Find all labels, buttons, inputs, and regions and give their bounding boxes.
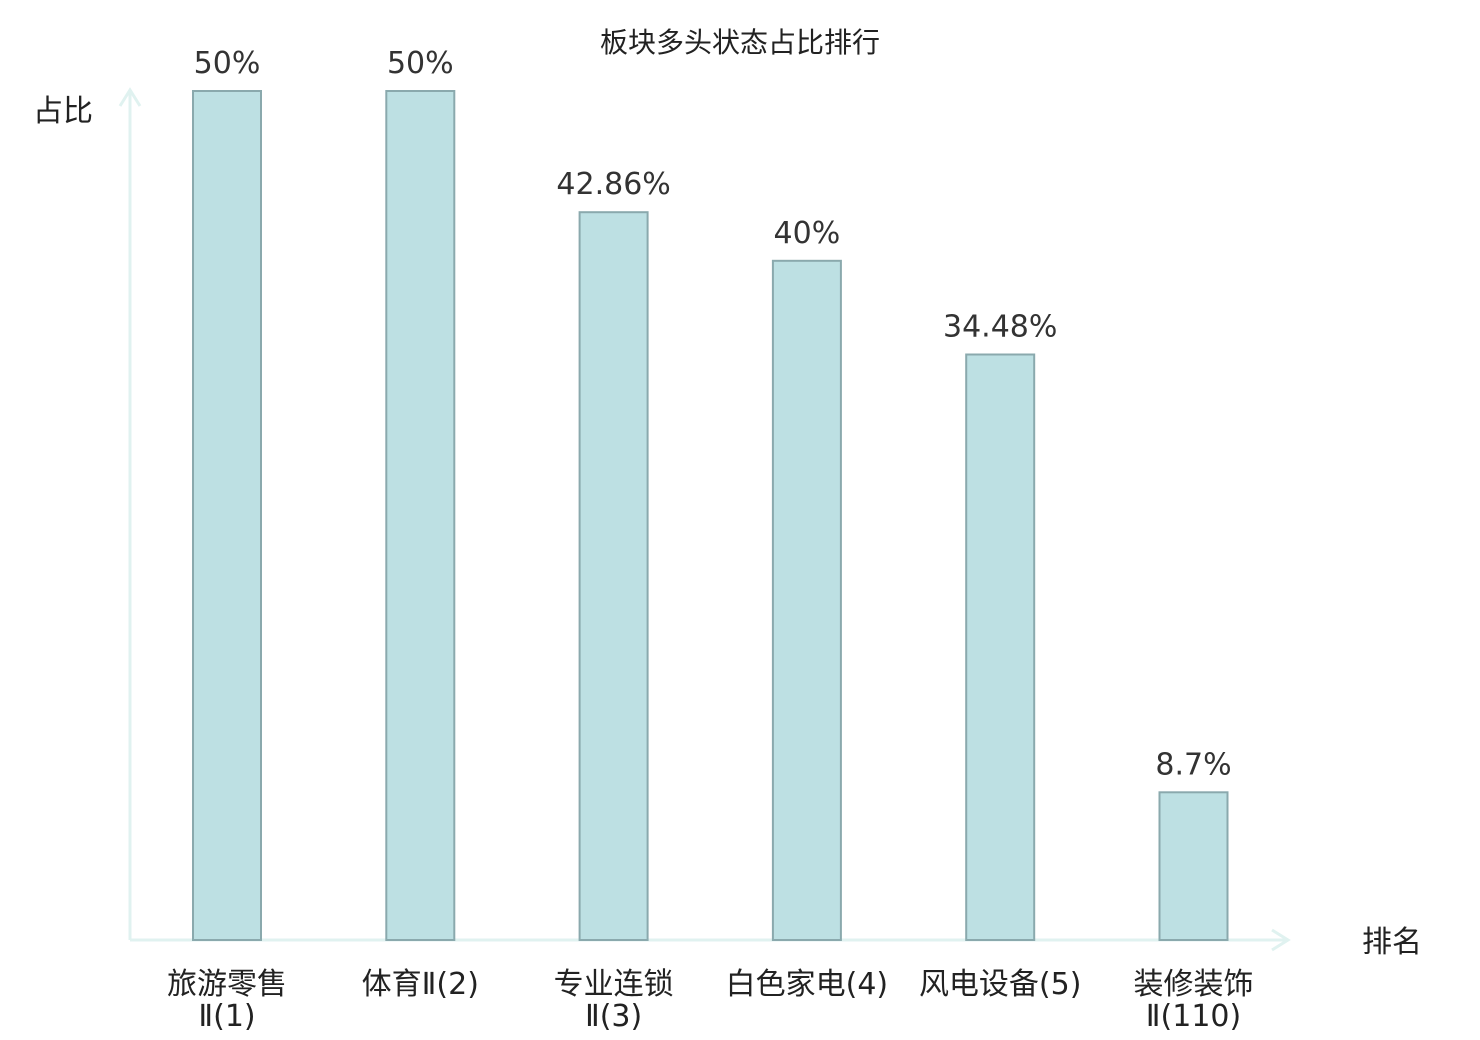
x-axis (130, 928, 1291, 952)
category-label-line2: Ⅱ(1) (198, 999, 255, 1034)
bar (578, 211, 649, 941)
category-label: 白色家电(4) (726, 967, 889, 1002)
category-label: 旅游零售 (167, 967, 287, 1002)
category-label-line2: Ⅱ(110) (1146, 999, 1241, 1034)
y-axis-arrow (118, 87, 142, 107)
chart-title: 板块多头状态占比排行 (600, 26, 880, 59)
bar-value-label: 34.48% (943, 310, 1057, 345)
bar-value-label: 8.7% (1155, 747, 1231, 782)
value-labels: 50% 50% 42.86% 40% 34.48% 8.7% (194, 46, 1232, 782)
x-axis-arrow (1271, 928, 1291, 952)
bar-value-label: 50% (194, 46, 261, 81)
bar (192, 90, 262, 941)
bar-value-label: 40% (774, 216, 841, 251)
bar-value-label: 42.86% (556, 167, 670, 202)
category-label: 装修装饰 (1134, 967, 1254, 1002)
category-label: 专业连锁 (554, 967, 674, 1002)
bar (1158, 791, 1229, 941)
category-label-line2: Ⅱ(3) (585, 999, 642, 1034)
category-label: 体育Ⅱ(2) (362, 967, 479, 1002)
bar (965, 353, 1036, 941)
x-axis-label: 排名 (1362, 925, 1422, 960)
bar-value-label: 50% (387, 46, 454, 81)
bar (771, 259, 842, 941)
y-axis (118, 87, 142, 940)
bars (192, 90, 1229, 941)
bar (385, 90, 456, 941)
category-label: 风电设备(5) (919, 967, 1082, 1002)
y-axis-label: 占比 (33, 94, 93, 129)
